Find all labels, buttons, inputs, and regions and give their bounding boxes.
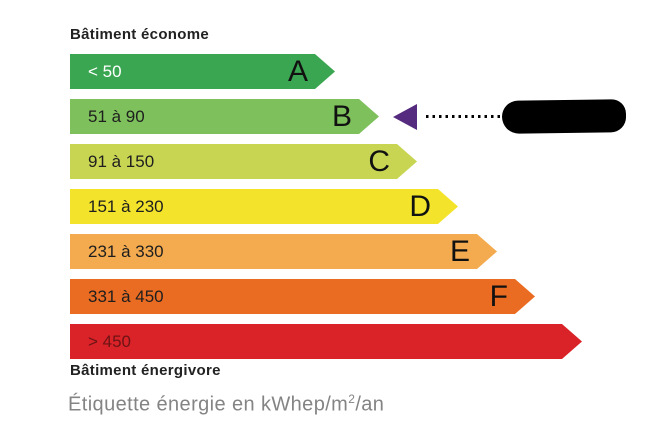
- energy-row-g: > 450: [70, 324, 626, 359]
- bar-range-label: 151 à 230: [88, 196, 164, 216]
- bar-letter: E: [449, 234, 470, 268]
- energy-row-d: 151 à 230 D: [70, 189, 626, 224]
- bar-range-label: 91 à 150: [88, 151, 155, 171]
- bar-letter: D: [409, 189, 431, 223]
- left-arrow-pointer-icon: [393, 103, 417, 130]
- caption-suffix: /an: [355, 393, 385, 416]
- economical-building-label: Bâtiment économe: [70, 26, 209, 43]
- energy-row-f: 331 à 450 F: [70, 279, 626, 314]
- energy-row-e: 231 à 330 E: [70, 234, 626, 269]
- caption-prefix: Étiquette énergie en kWhep/m: [68, 393, 349, 416]
- bar-range-label: 331 à 450: [88, 286, 164, 306]
- energy-bar-f: 331 à 450 F: [70, 279, 535, 314]
- bar-range-label: 231 à 330: [88, 241, 164, 261]
- bar-range-label: > 450: [88, 331, 132, 351]
- bar-letter: B: [331, 99, 352, 133]
- energy-bar-g: > 450: [70, 324, 582, 359]
- energy-bar-e: 231 à 330 E: [70, 234, 497, 269]
- energy-bar-c: 91 à 150 C: [70, 144, 417, 179]
- caption-superscript: 2: [348, 392, 356, 406]
- energy-bar-d: 151 à 230 D: [70, 189, 458, 224]
- redacted-value-blob: [501, 99, 627, 134]
- energy-bar-a: < 50 A: [70, 54, 335, 89]
- current-value-marker: [393, 99, 627, 134]
- bar-range-label: < 50: [88, 61, 122, 81]
- energy-row-c: 91 à 150 C: [70, 144, 626, 179]
- energy-guzzling-building-label: Bâtiment énergivore: [70, 362, 221, 379]
- energy-label-caption: Étiquette énergie en kWhep/m2/an: [68, 392, 384, 417]
- energy-row-a: < 50 A: [70, 54, 626, 89]
- dotted-leader-line: [426, 115, 500, 118]
- energy-row-b: 51 à 90 B: [70, 99, 627, 134]
- bar-letter: F: [489, 279, 508, 313]
- bar-letter: A: [287, 54, 308, 88]
- bar-range-label: 51 à 90: [88, 106, 145, 126]
- bar-letter: C: [368, 144, 390, 178]
- energy-class-bars: < 50 A 51 à 90 B 91 à 150 C 151 à 23: [70, 54, 627, 369]
- energy-bar-b: 51 à 90 B: [70, 99, 379, 134]
